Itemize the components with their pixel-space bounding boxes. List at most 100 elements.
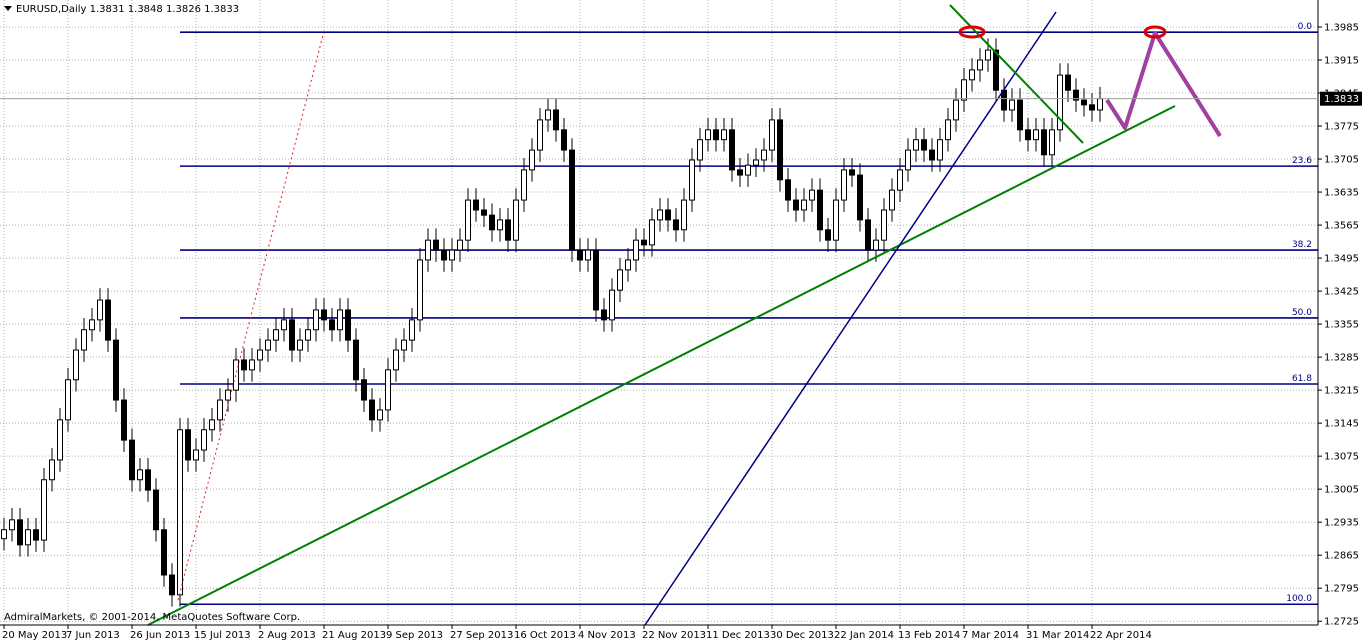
candle-body [409, 319, 415, 341]
candle-body [969, 69, 975, 81]
y-tick-label: 1.3145 [1324, 419, 1359, 430]
candle-body [593, 249, 599, 311]
candle-body [329, 319, 335, 331]
candle-body [713, 129, 719, 141]
drawings [147, 4, 1222, 626]
y-tick-label: 1.3775 [1324, 122, 1359, 133]
candle-body [793, 199, 799, 211]
candle-body [865, 219, 871, 251]
y-tick-label: 1.3355 [1324, 320, 1359, 331]
candle-body [897, 169, 903, 191]
x-tick-label: 7 Mar 2014 [962, 630, 1019, 641]
candle-body [57, 419, 63, 461]
candle-body [721, 129, 727, 141]
candle-body [577, 249, 583, 261]
candle-body [825, 229, 831, 241]
candle-body [561, 129, 567, 151]
fib-level-label: 50.0 [1292, 308, 1312, 318]
candle-body [697, 139, 703, 161]
fib-layer: 0.0 23.6 38.2 50.0 61.8 100.0 [180, 22, 1318, 606]
bid-box [1320, 91, 1362, 106]
x-tick-label: 21 Aug 2013 [322, 630, 386, 641]
candle-body [1097, 98, 1103, 111]
candle-body [185, 429, 191, 461]
candle-body [417, 259, 423, 321]
x-tick-label: 22 Apr 2014 [1090, 630, 1152, 641]
y-tick-label: 1.2935 [1324, 518, 1359, 529]
x-tick-label: 9 Sep 2013 [386, 630, 443, 641]
candle-body [361, 379, 367, 401]
candle-body [401, 339, 407, 351]
y-tick-label: 1.3075 [1324, 452, 1359, 463]
x-tick-label: 20 May 2013 [2, 630, 67, 641]
candle-body [105, 299, 111, 341]
candle-body [33, 529, 39, 541]
candle-body [833, 199, 839, 241]
candle-body [545, 109, 551, 121]
candle-body [161, 529, 167, 576]
candle-body [945, 119, 951, 141]
candle-body [609, 289, 615, 321]
x-tick-label: 16 Oct 2013 [514, 630, 576, 641]
candle-body [1057, 74, 1063, 131]
candle-body [345, 309, 351, 341]
candle-body [601, 309, 607, 321]
candle-body [1065, 74, 1071, 91]
y-tick-label: 1.2795 [1324, 584, 1359, 595]
candle-body [633, 239, 639, 261]
candle-body [153, 489, 159, 531]
candle-body [257, 349, 263, 361]
y-tick-label: 1.3705 [1324, 155, 1359, 166]
candle-body [889, 189, 895, 211]
candle-body [17, 519, 23, 546]
fib-level-label: 0.0 [1298, 22, 1313, 32]
candle-body [129, 439, 135, 481]
candle-body [249, 359, 255, 371]
y-tick-label: 1.3285 [1324, 353, 1359, 364]
candle-body [1049, 129, 1055, 156]
x-tick-label: 22 Jan 2014 [834, 630, 894, 641]
candle-body [137, 469, 143, 481]
bid-label: 1.3833 [1324, 94, 1359, 105]
candle-body [41, 479, 47, 541]
candle-body [209, 419, 215, 431]
candle-body [665, 209, 671, 221]
y-tick-label: 1.2865 [1324, 551, 1359, 562]
candle-body [225, 389, 231, 401]
candle-body [985, 49, 991, 61]
fib-base-line [177, 34, 324, 601]
candle-body [673, 219, 679, 231]
candle-body [569, 149, 575, 251]
candle-body [393, 349, 399, 371]
candle-body [921, 139, 927, 151]
candle-body [353, 339, 359, 381]
grid-layer [0, 0, 1318, 625]
candle-body [777, 119, 783, 181]
candle-body [617, 269, 623, 291]
candle-body [233, 359, 239, 391]
candle-body [265, 339, 271, 351]
candle-body [1025, 129, 1031, 141]
support-trendline [147, 105, 1176, 626]
x-tick-label: 30 Dec 2013 [770, 630, 834, 641]
candle-body [505, 219, 511, 241]
x-tick-label: 2 Aug 2013 [258, 630, 316, 641]
y-tick-label: 1.3005 [1324, 485, 1359, 496]
candle-body [537, 119, 543, 151]
candle-body [73, 349, 79, 381]
candle-body [49, 459, 55, 481]
candle-body [169, 574, 175, 596]
y-tick-label: 1.3635 [1324, 188, 1359, 199]
candle-body [241, 359, 247, 371]
candle-body [457, 239, 463, 251]
candle-body [441, 249, 447, 261]
candle-body [905, 149, 911, 171]
candle-body [289, 319, 295, 351]
x-tick-label: 26 Jun 2013 [130, 630, 190, 641]
candle-body [1041, 129, 1047, 156]
candle-body [425, 239, 431, 261]
candle-body [961, 79, 967, 101]
candle-body [641, 239, 647, 246]
